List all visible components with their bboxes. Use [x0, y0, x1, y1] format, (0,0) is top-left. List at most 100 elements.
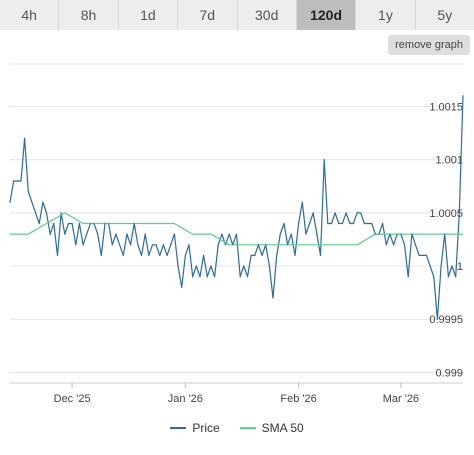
- price-point-122: [455, 276, 457, 278]
- tab-1y[interactable]: 1y: [356, 0, 416, 30]
- legend-label-sma: SMA 50: [261, 421, 304, 435]
- price-point-46: [177, 265, 179, 267]
- price-point-85: [319, 254, 322, 256]
- price-point-23: [93, 222, 95, 225]
- price-point-47: [181, 286, 183, 288]
- price-point-89: [334, 212, 336, 214]
- price-point-87: [327, 222, 329, 225]
- price-point-76: [287, 244, 289, 246]
- y-tick-label-0: 0.999: [435, 367, 463, 379]
- price-point-94: [352, 222, 354, 225]
- price-point-81: [305, 233, 307, 235]
- price-point-39: [151, 244, 154, 246]
- price-point-60: [228, 233, 230, 235]
- price-point-71: [268, 265, 270, 267]
- price-point-14: [60, 212, 62, 214]
- price-point-2: [16, 180, 18, 182]
- tab-4h[interactable]: 4h: [0, 0, 60, 30]
- price-point-38: [148, 254, 150, 256]
- price-point-19: [78, 222, 80, 225]
- price-point-104: [389, 233, 391, 235]
- price-point-119: [444, 233, 446, 235]
- x-tick-label-3: Mar '26: [383, 393, 419, 405]
- price-point-44: [170, 244, 172, 246]
- price-point-55: [210, 265, 212, 267]
- tab-7d[interactable]: 7d: [178, 0, 238, 30]
- price-point-21: [86, 233, 88, 235]
- price-point-57: [217, 244, 219, 246]
- price-point-86: [323, 159, 325, 161]
- price-point-112: [418, 254, 420, 256]
- x-tick-label-0: Dec '25: [54, 393, 91, 405]
- price-point-10: [45, 212, 48, 214]
- chart-legend: Price SMA 50: [0, 421, 474, 435]
- price-point-98: [367, 222, 369, 225]
- price-point-61: [232, 244, 234, 246]
- tab-5y[interactable]: 5y: [415, 0, 474, 30]
- price-point-110: [411, 233, 413, 235]
- price-point-121: [451, 265, 453, 267]
- price-point-97: [363, 222, 365, 225]
- price-point-117: [436, 318, 438, 320]
- price-point-123: [458, 212, 460, 214]
- price-point-109: [407, 276, 409, 278]
- price-point-56: [214, 276, 216, 278]
- price-point-83: [312, 212, 314, 214]
- y-tick-label-4: 1.001: [435, 155, 463, 167]
- price-point-102: [382, 222, 384, 225]
- price-point-22: [89, 222, 91, 225]
- price-point-72: [272, 297, 274, 299]
- price-point-30: [119, 244, 121, 246]
- price-point-69: [261, 254, 263, 256]
- price-point-5: [27, 191, 29, 193]
- price-point-92: [345, 212, 347, 214]
- price-point-107: [400, 233, 402, 235]
- tab-8h[interactable]: 8h: [59, 0, 119, 30]
- price-point-91: [341, 222, 343, 225]
- price-point-63: [239, 276, 241, 278]
- price-point-6: [31, 201, 33, 203]
- price-point-37: [144, 233, 146, 235]
- legend-item-price[interactable]: Price: [170, 421, 220, 435]
- price-point-84: [316, 233, 318, 235]
- price-point-95: [356, 212, 358, 214]
- price-point-88: [330, 222, 333, 225]
- price-point-80: [301, 201, 303, 203]
- tab-1d[interactable]: 1d: [118, 0, 179, 30]
- price-point-0: [9, 201, 11, 203]
- legend-item-sma[interactable]: SMA 50: [239, 421, 304, 435]
- price-point-43: [166, 254, 168, 256]
- tab-30d[interactable]: 30d: [237, 0, 297, 30]
- price-point-78: [294, 254, 296, 256]
- price-point-11: [49, 233, 51, 235]
- price-point-36: [140, 254, 143, 256]
- price-point-35: [137, 244, 139, 246]
- price-point-113: [422, 254, 424, 256]
- price-point-3: [20, 180, 22, 182]
- price-point-100: [374, 233, 376, 235]
- tab-120d[interactable]: 120d: [296, 0, 357, 30]
- price-point-67: [254, 254, 256, 256]
- remove-graph-button[interactable]: remove graph: [388, 35, 470, 55]
- price-point-12: [53, 222, 55, 225]
- price-point-8: [38, 222, 40, 225]
- price-point-105: [393, 244, 395, 246]
- price-point-116: [433, 276, 435, 278]
- price-point-45: [173, 233, 175, 235]
- price-point-90: [338, 222, 340, 225]
- price-point-27: [108, 222, 110, 225]
- price-point-29: [115, 233, 117, 235]
- price-point-114: [425, 254, 428, 256]
- price-point-1: [13, 180, 15, 182]
- price-line: [9, 95, 464, 320]
- y-tick-label-3: 1.0005: [429, 208, 463, 220]
- price-point-53: [203, 254, 205, 256]
- price-point-79: [298, 222, 300, 225]
- legend-swatch-sma: [239, 427, 256, 429]
- price-point-9: [42, 201, 44, 203]
- price-point-34: [133, 222, 135, 225]
- price-point-31: [122, 254, 124, 256]
- price-point-120: [447, 276, 449, 278]
- price-point-99: [371, 222, 373, 225]
